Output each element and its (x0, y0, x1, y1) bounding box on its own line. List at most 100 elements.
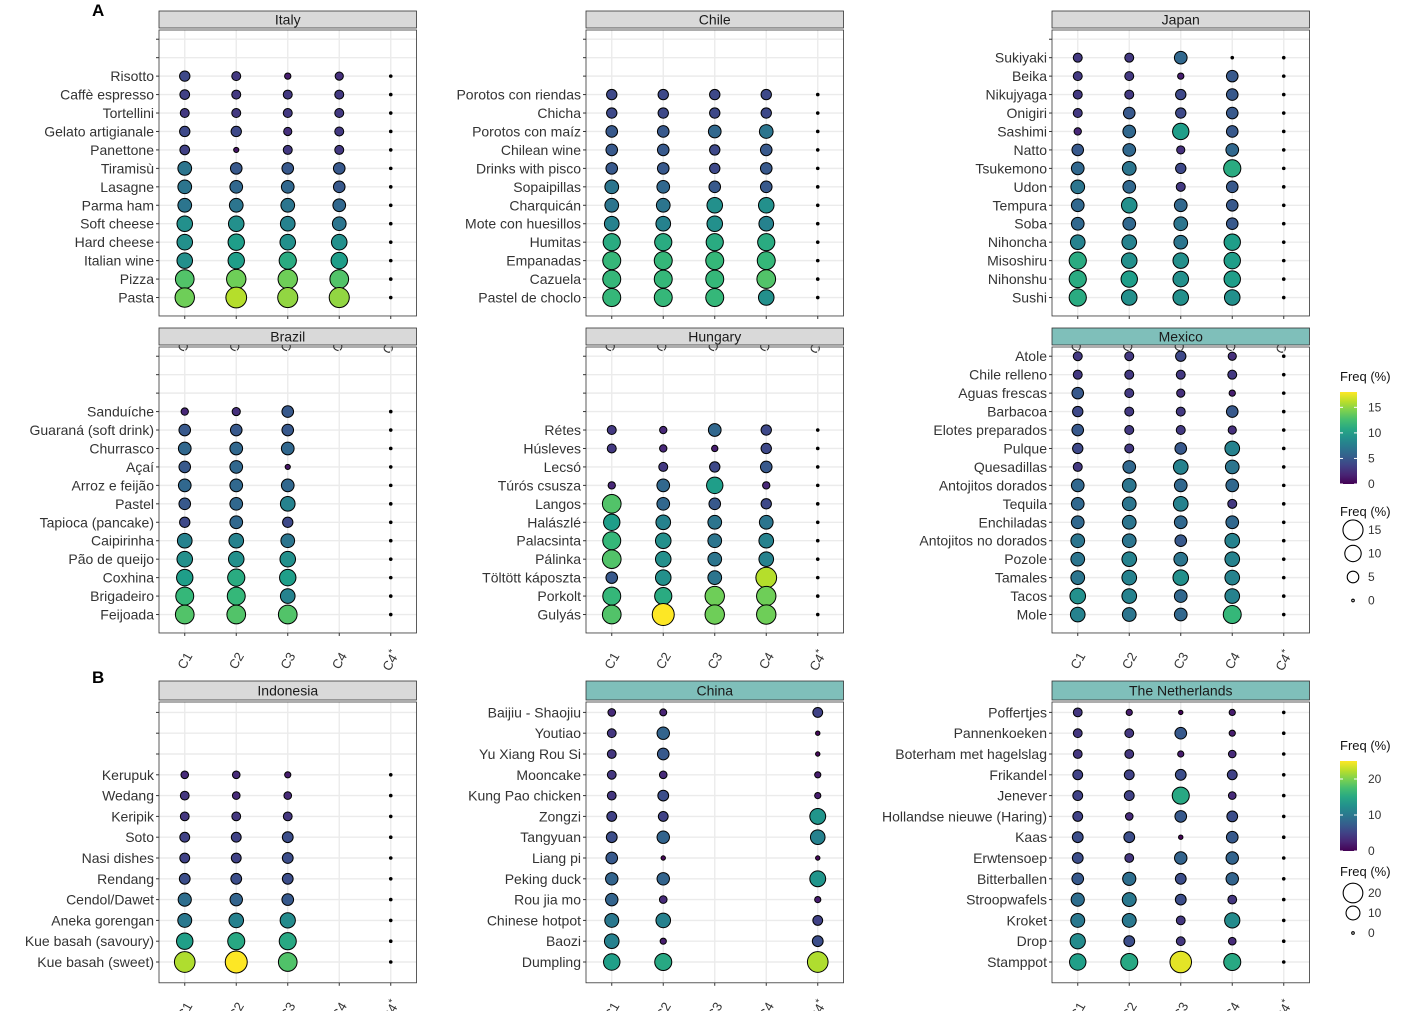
bubble-point (1281, 166, 1286, 171)
bubble-point (176, 252, 194, 269)
section-label-A: A (92, 1, 104, 20)
bubble-point (1123, 769, 1135, 781)
bubble-point (607, 708, 617, 717)
bubble-point (179, 108, 190, 119)
bubble-point (806, 951, 829, 973)
bubble-point (704, 585, 725, 607)
panel-title: China (696, 683, 733, 699)
bubble-point (815, 465, 820, 469)
asterisk: * (387, 997, 399, 1006)
bubble-point (1175, 162, 1187, 175)
bubble-point (759, 162, 773, 175)
bubble-point (606, 443, 617, 454)
bubble-point (602, 531, 622, 551)
bubble-point (1173, 551, 1189, 567)
x-tick-label: C1 (174, 1000, 195, 1011)
bubble-point (388, 483, 393, 488)
bubble-point (1227, 749, 1237, 759)
bubble-point (815, 502, 820, 506)
bubble-point (334, 126, 345, 137)
bubble-point (1122, 871, 1137, 886)
bubble-point (1281, 111, 1286, 115)
bubble-point (177, 161, 193, 176)
bubble-point (1228, 708, 1236, 717)
bubble-point (1172, 459, 1189, 475)
bubble-point (606, 749, 617, 759)
bubble-point (329, 269, 350, 289)
row-label: Barbacoa (987, 404, 1047, 420)
bubble-point (707, 124, 722, 139)
size-tick-label: 10 (1368, 547, 1382, 561)
bubble-point (227, 251, 245, 270)
color-bar (1340, 761, 1357, 851)
row-label: Lecsó (544, 459, 582, 475)
color-bar (1340, 392, 1357, 484)
bubble-point (388, 446, 393, 451)
bubble-point (284, 72, 292, 80)
bubble-point (176, 532, 193, 549)
bubble-point (709, 144, 721, 156)
bubble-point (757, 196, 775, 214)
bubble-point (1175, 107, 1187, 119)
bubble-point (1122, 216, 1137, 231)
row-label: Baozi (546, 933, 581, 949)
bubble-point (1173, 589, 1188, 603)
bubble-point (1175, 425, 1186, 436)
bubble-point (606, 88, 618, 101)
row-label: Töltött káposzta (482, 570, 581, 586)
bubble-point (1174, 872, 1187, 885)
bubble-point (388, 877, 393, 881)
bubble-point (1072, 71, 1083, 82)
bubble-point (1223, 233, 1241, 251)
bubble-point (1281, 185, 1286, 189)
bubble-point (1120, 252, 1138, 269)
bubble-point (1072, 707, 1083, 718)
bubble-point (603, 933, 620, 949)
x-tick-label: C1 (1067, 650, 1088, 672)
bubble-point (602, 233, 621, 252)
bubble-point (281, 162, 295, 175)
bubble-point (656, 726, 670, 740)
panel-title: Indonesia (257, 683, 318, 699)
row-label: Wedang (102, 788, 154, 804)
bubble-point (1071, 852, 1084, 864)
bubble-point (229, 162, 243, 175)
color-tick-label: 15 (1368, 400, 1382, 414)
bubble-point (177, 892, 192, 907)
bubble-point (603, 513, 621, 531)
row-label: Drinks with pisco (476, 160, 581, 176)
bubble-point (1124, 71, 1135, 82)
bubble-point (653, 269, 673, 289)
row-label: Húsleves (523, 440, 581, 456)
bubble-point (1223, 270, 1241, 288)
panel-title: Chile (699, 12, 731, 28)
bubble-point (230, 125, 242, 138)
bubble-point (1225, 69, 1239, 83)
bubble-point (1225, 198, 1239, 212)
bubble-point (177, 197, 193, 213)
asterisk: * (814, 648, 826, 657)
row-label: Túrós csusza (498, 477, 581, 493)
bubble-point (606, 107, 618, 119)
size-tick-label: 5 (1368, 570, 1375, 584)
bubble-point (760, 424, 772, 436)
bubble-point (1070, 551, 1086, 567)
size-tick-label: 20 (1368, 886, 1382, 900)
bubble-point (1072, 405, 1084, 418)
bubble-point (1227, 791, 1237, 800)
bubble-point (278, 932, 297, 951)
bubble-point (177, 912, 193, 928)
panel-strip (1051, 327, 1310, 346)
bubble-point (811, 935, 824, 948)
bubble-point (605, 872, 619, 886)
bubble-point (279, 588, 296, 604)
row-label: Halászlé (527, 514, 581, 530)
row-label: Hard cheese (75, 234, 155, 250)
row-label: Sushi (1012, 290, 1047, 306)
row-label: Chicha (537, 105, 581, 121)
bubble-point (280, 197, 296, 213)
bubble-point (705, 233, 724, 252)
bubble-point (760, 498, 772, 510)
bubble-point (1281, 502, 1286, 506)
bubble-point (177, 478, 192, 493)
